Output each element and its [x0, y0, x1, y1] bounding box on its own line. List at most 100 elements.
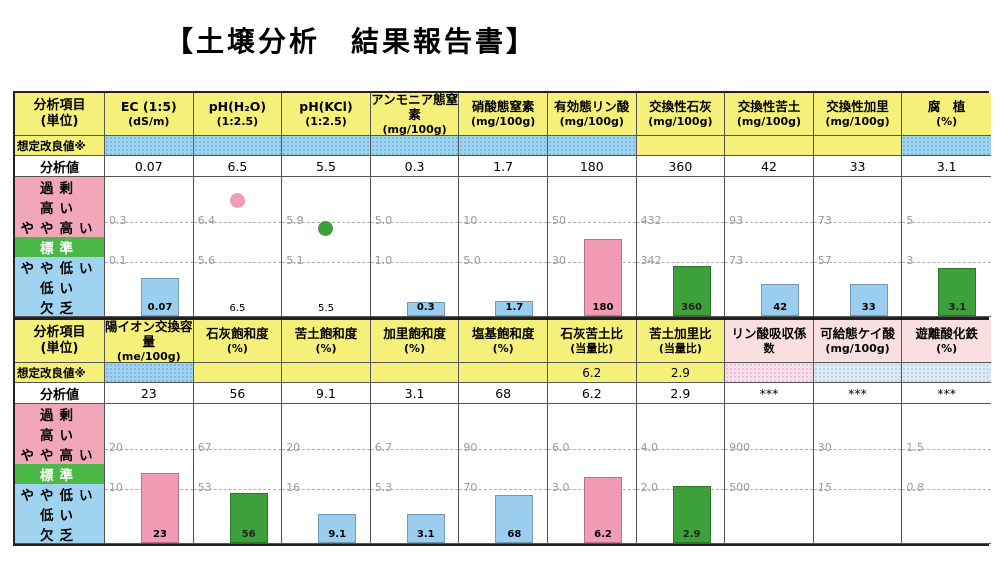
plot-cell: 6.7 5.3 3.1 — [370, 404, 460, 544]
value-bar: 33 — [849, 284, 888, 316]
analysis-value: 3.1 — [370, 383, 460, 404]
level-label: 高い — [15, 197, 104, 217]
upper-reference-value: 5 — [906, 214, 914, 227]
analysis-value: 0.07 — [105, 156, 194, 177]
plot-cell: 5 3 3.1 — [902, 177, 991, 317]
column-header: 加里飽和度 (%) — [370, 320, 460, 363]
column-unit: (dS/m) — [128, 115, 170, 128]
upper-reference-value: 10 — [463, 214, 478, 227]
lower-reference-line — [813, 489, 902, 490]
lower-reference-value: 3 — [906, 254, 914, 267]
improve-value — [105, 136, 194, 156]
level-label: 低い — [15, 277, 104, 297]
lower-reference-value: 500 — [729, 481, 751, 494]
improve-row-label: 想定改良値※ — [15, 363, 105, 383]
column-unit: (%) — [936, 115, 958, 128]
lower-reference-value: 5.0 — [463, 254, 481, 267]
value-bar: 56 — [229, 493, 268, 543]
level-label: やや高い — [15, 217, 104, 237]
upper-reference-value: 20 — [109, 441, 123, 454]
upper-reference-line — [725, 449, 813, 450]
plot-cell: 50 30 180 — [547, 177, 637, 317]
value-bar: 0.3 — [406, 302, 445, 316]
bar-value-label: 180 — [592, 302, 614, 313]
plot-cell: 4.0 2.0 2.9 — [636, 404, 726, 544]
bar-value-label: 3.1 — [416, 529, 435, 540]
column-name: EC (1:5) — [120, 99, 177, 114]
upper-reference-value: 90 — [463, 441, 478, 454]
lower-reference-value: 10 — [109, 481, 123, 494]
improve-value — [282, 136, 371, 156]
column-unit: (当量比) — [570, 342, 614, 355]
lower-reference-line — [282, 489, 370, 490]
column-name: 苦土加里比 — [649, 326, 712, 341]
column-header: 塩基飽和度 (%) — [459, 320, 548, 363]
bar-value-label: 3.1 — [948, 302, 967, 313]
level-label: 低い — [15, 504, 104, 524]
column-unit: (me/100g) — [116, 349, 181, 363]
plot-cell: 5.9 5.1 5.5 — [282, 177, 371, 317]
lower-reference-line — [193, 489, 282, 490]
value-bar: 6.2 — [583, 477, 622, 543]
upper-reference-value: 20 — [286, 441, 301, 454]
improve-value — [193, 363, 283, 383]
column-header: pH(KCl) (1:2.5) — [282, 93, 371, 136]
improve-value — [725, 136, 814, 156]
upper-reference-line — [813, 222, 902, 223]
column-name: 有効態リン酸 — [554, 99, 630, 114]
column-header: 硝酸態窒素 (mg/100g) — [459, 93, 548, 136]
level-legend: 過剰 高い やや高い 標準 やや低い 低い 欠乏 — [15, 404, 105, 544]
value-dot — [229, 193, 245, 208]
column-unit: (1:2.5) — [216, 115, 259, 128]
lower-reference-line — [902, 262, 991, 263]
lower-reference-line — [193, 262, 282, 263]
column-name: 交換性苦土 — [737, 99, 801, 114]
value-bar: 42 — [761, 284, 800, 316]
column-unit: (%) — [492, 342, 514, 355]
plot-cell: 30 15 — [813, 404, 903, 544]
column-unit: (当量比) — [658, 342, 702, 355]
level-label: やや低い — [15, 257, 104, 277]
column-header: 交換性加里 (mg/100g) — [813, 93, 903, 136]
column-name: pH(H₂O) — [208, 99, 267, 114]
lower-reference-value: 5.6 — [197, 254, 216, 267]
column-name: 可給態ケイ酸 — [820, 326, 895, 341]
column-name: 遊離酸化鉄 — [915, 326, 978, 341]
column-name: 交換性石灰 — [649, 99, 712, 114]
value-row-label: 分析値 — [15, 383, 105, 404]
improve-value: 6.2 — [547, 363, 637, 383]
analysis-table-2: 分析項目 (単位) 陽イオン交換容量 (me/100g) 石灰飽和度 (%) 苦土飽和度 (%… — [13, 318, 991, 546]
item-header-label: 分析項目 (単位) — [15, 320, 105, 363]
analysis-value: 33 — [813, 156, 903, 177]
plot-cell: 1.5 0.8 — [902, 404, 991, 544]
improve-row-label: 想定改良値※ — [15, 136, 105, 156]
level-label: 過剰 — [15, 177, 104, 197]
upper-reference-line — [636, 222, 725, 223]
bar-value-label: 6.2 — [594, 529, 612, 540]
upper-reference-value: 67 — [197, 441, 212, 454]
bar-value-label: 68 — [507, 529, 522, 540]
column-name: 苦土飽和度 — [294, 326, 358, 341]
lower-reference-line — [459, 489, 547, 490]
upper-reference-value: 30 — [817, 441, 832, 454]
improve-value — [636, 136, 726, 156]
lower-reference-value: 53 — [197, 481, 212, 494]
bar-value-label: 33 — [861, 302, 876, 313]
upper-reference-value: 4.0 — [640, 441, 659, 454]
analysis-value: *** — [813, 383, 903, 404]
lower-reference-value: 16 — [286, 481, 301, 494]
column-header: 交換性苦土 (mg/100g) — [725, 93, 814, 136]
plot-cell: 73 57 33 — [813, 177, 903, 317]
column-header: 苦土飽和度 (%) — [282, 320, 371, 363]
analysis-value: 5.5 — [282, 156, 371, 177]
bar-value-label: 1.7 — [505, 302, 524, 313]
analysis-value: 1.7 — [459, 156, 548, 177]
plot-cell: 90 70 68 — [459, 404, 548, 544]
analysis-value: 2.9 — [636, 383, 726, 404]
upper-reference-value: 900 — [729, 441, 751, 454]
value-bar: 0.07 — [141, 278, 179, 316]
level-label: 標準 — [15, 464, 104, 484]
upper-reference-line — [547, 222, 636, 223]
dot-value-label: 5.5 — [318, 303, 334, 314]
upper-reference-value: 5.9 — [286, 214, 304, 227]
